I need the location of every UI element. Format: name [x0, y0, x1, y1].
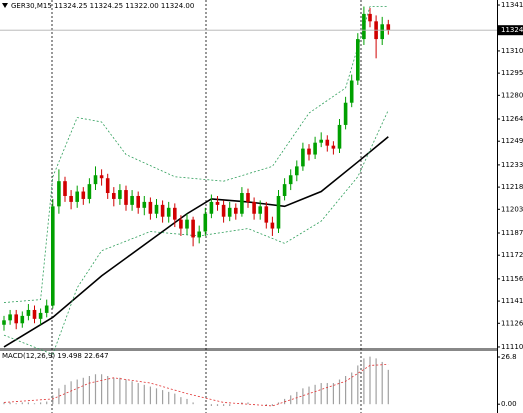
header-arrow	[2, 3, 8, 8]
candle-body	[343, 102, 348, 125]
y-tick-label: 11110	[501, 343, 523, 351]
candle-body	[368, 13, 372, 22]
y-tick-label: 11264	[501, 115, 523, 123]
candle-body	[38, 312, 43, 319]
candle-body	[112, 193, 116, 199]
candle-body	[142, 201, 147, 208]
candle-body	[130, 195, 134, 205]
candle-body	[51, 206, 55, 306]
candle-body	[227, 207, 232, 217]
y-tick-label: 11218	[501, 183, 523, 191]
candle-body	[2, 320, 6, 325]
y-tick-label: 11172	[501, 251, 523, 259]
candle-body	[282, 184, 287, 196]
candle-body	[288, 175, 293, 185]
candle-body	[295, 166, 299, 176]
candle-body	[148, 201, 153, 214]
y-tick-label: 11187	[501, 229, 523, 237]
candle-body	[209, 201, 214, 214]
candle-body	[252, 201, 256, 214]
candle-body	[154, 204, 159, 214]
candle-body	[44, 305, 49, 313]
candle-body	[69, 195, 73, 202]
candle-body	[258, 206, 262, 214]
candle-body	[99, 175, 104, 179]
y-tick-label: 11126	[501, 319, 523, 327]
current-price-label: 11324	[501, 26, 523, 34]
candle-body	[75, 191, 79, 202]
y-tick-label: 11280	[501, 91, 523, 99]
y-tick-label: 26.8	[501, 353, 517, 361]
y-tick-label: 11249	[501, 137, 523, 145]
candle-body	[20, 315, 25, 324]
candle-body	[93, 175, 98, 185]
candle-body	[215, 201, 220, 205]
candle-body	[270, 222, 275, 229]
candle-body	[319, 139, 323, 143]
candle-body	[136, 195, 140, 208]
candle-body	[160, 204, 165, 217]
candle-body	[173, 207, 177, 220]
candle-body	[118, 190, 122, 199]
candle-body	[349, 80, 354, 103]
y-tick-label: 11156	[501, 275, 523, 283]
candle-body	[301, 148, 305, 167]
y-tick-label: 11341	[501, 1, 523, 9]
candle-body	[276, 195, 281, 229]
candle-body	[331, 145, 336, 149]
candle-body	[264, 206, 269, 223]
indicator-line	[3, 363, 389, 407]
candle-body	[32, 309, 37, 319]
candle-body	[234, 207, 238, 214]
candle-body	[240, 193, 244, 214]
y-tick-label: 11203	[501, 205, 523, 213]
candle-body	[105, 178, 110, 194]
candle-body	[63, 181, 67, 196]
candle-body	[185, 219, 189, 229]
macd-title: MACD(12,26,9) 19.498 22.647	[2, 352, 109, 360]
y-tick-label: 11310	[501, 47, 523, 55]
candle-body	[380, 24, 384, 40]
day-separators	[51, 0, 362, 413]
y-tick-label: 11141	[501, 297, 523, 305]
candle-body	[81, 191, 86, 199]
candle-body	[386, 24, 391, 31]
candle-body	[124, 190, 128, 205]
y-tick-label: 0.00	[501, 400, 517, 408]
indicator-line	[3, 6, 389, 303]
candle-body	[313, 142, 317, 155]
candle-body	[325, 139, 330, 146]
chart-header: GER30,M15 11324.25 11324.25 11322.00 113…	[11, 2, 194, 10]
y-tick-label: 11295	[501, 69, 523, 77]
y-tick-label: 11233	[501, 161, 523, 169]
candle-body	[337, 124, 342, 149]
candle-body	[203, 213, 208, 232]
candle-body	[197, 231, 201, 238]
candle-body	[8, 314, 12, 321]
candle-body	[307, 148, 311, 155]
candle-body	[166, 207, 171, 217]
candle-body	[246, 193, 250, 202]
current-price-box	[498, 25, 523, 36]
candle-body	[362, 13, 366, 40]
candle-body	[26, 309, 31, 316]
candle-body	[179, 219, 183, 229]
candle-body	[356, 39, 360, 81]
candle-body	[221, 204, 226, 217]
candle-body	[57, 181, 61, 207]
candle-body	[87, 184, 92, 199]
panel-separator	[0, 348, 497, 351]
candle-body	[191, 219, 195, 238]
candle-body	[14, 314, 18, 324]
